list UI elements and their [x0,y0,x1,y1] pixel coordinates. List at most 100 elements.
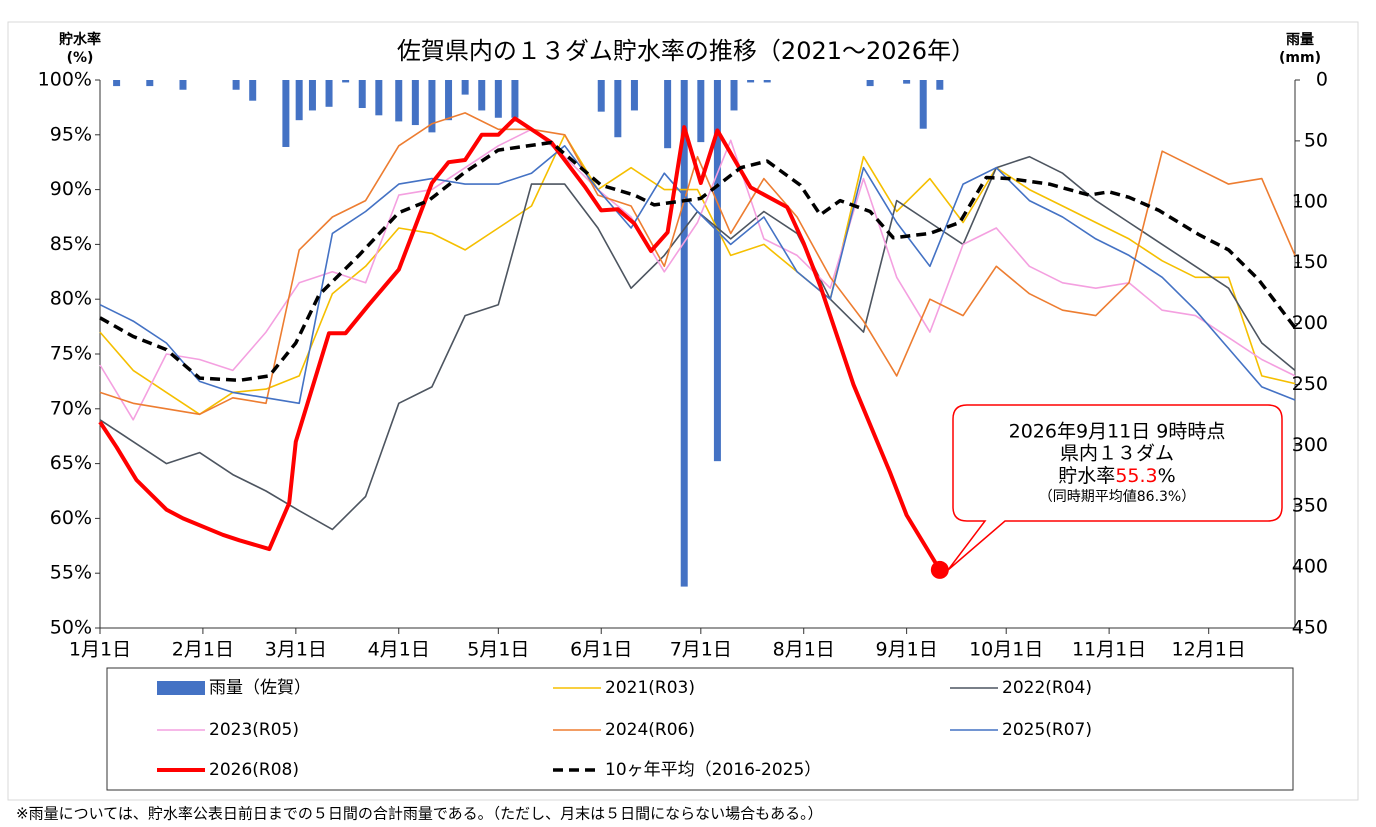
rate-label: 貯水率 [1058,465,1115,487]
x-tick-label: 3月1日 [265,639,327,661]
rain-bar [597,80,605,112]
y2-tick-label: 350 [1292,495,1328,517]
y-tick-label: 70% [50,397,92,419]
series-line [99,140,1297,383]
callout-label: 県内１３ダム [1060,443,1174,465]
legend-swatch [157,681,205,695]
x-tick-label: 1月1日 [69,639,131,661]
endpoint-marker [930,560,949,579]
rain-bar [342,80,350,83]
callout-rate: 貯水率55.3% [1058,465,1175,487]
legend-label: 2024(R06) [605,720,695,740]
y2-tick-label: 300 [1292,434,1328,456]
rain-bar [936,80,944,90]
rain-bar [411,80,419,126]
rain-bar [249,80,257,101]
rate-value: 55.3 [1115,465,1157,487]
chart-frame [7,21,1359,801]
rain-bar [511,80,519,118]
y-tick-label: 90% [50,178,92,200]
rain-bar [179,80,187,90]
y-tick-label: 100% [38,69,92,91]
rain-bar [747,80,755,83]
x-tick-label: 7月1日 [670,639,732,661]
y-tick-label: 55% [50,562,92,584]
callout-note: （同時期平均値86.3%） [1039,489,1195,505]
x-tick-label: 6月1日 [570,639,632,661]
rain-bar [232,80,240,90]
y-axis-label: 貯水率 [59,31,101,48]
rain-bar [113,80,121,87]
y2-tick-label: 0 [1316,69,1328,91]
rain-bar [730,80,738,111]
y2-axis-label: (mm) [1279,50,1321,66]
series-line [99,145,1296,405]
rain-bar [763,80,771,83]
legend-label: 2021(R03) [605,678,695,698]
series-line [99,128,1296,421]
rain-bar [282,80,290,147]
y2-tick-label: 450 [1292,617,1328,639]
y-tick-label: 95% [50,123,92,145]
legend-label: 2026(R08) [209,760,299,780]
y2-tick-label: 150 [1292,251,1328,273]
legend-label: 雨量（佐賀） [209,678,311,698]
y-tick-label: 60% [50,507,92,529]
y2-tick-label: 400 [1292,556,1328,578]
legend-label: 2022(R04) [1002,678,1092,698]
x-tick-label: 4月1日 [368,639,430,661]
rain-bar [478,80,486,111]
rain-bar [395,80,403,122]
rain-bar [614,80,622,138]
plot: 50% 55% 60% 65% 70% 75% 80% 85% 90% 95% 100% 0 50 100… [38,69,1328,661]
y-axis-label: (%) [67,50,94,66]
rain-bar [903,80,911,84]
rain-bar [325,80,333,107]
rain-bar [146,80,154,87]
rain-bar [428,80,436,133]
legend-label: 2023(R05) [209,720,299,740]
rain-bar [680,80,688,587]
x-tick-label: 12月1日 [1172,639,1246,661]
rain-bar [713,80,721,462]
x-tick-label: 5月1日 [467,639,529,661]
rain-bar [697,80,705,143]
x-tick-label: 8月1日 [773,639,835,661]
rain-bar [308,80,316,111]
rain-bar [919,80,927,129]
footnote: ※雨量については、貯水率公表日前日までの５日間の合計雨量である。（ただし、月末は… [16,805,823,823]
callout-date: 2026年9月11日 9時時点 [1009,421,1226,443]
rain-bar [445,80,453,121]
y2-axis-label: 雨量 [1286,32,1314,48]
y2-tick-label: 200 [1292,312,1328,334]
x-tick-label: 2月1日 [172,639,234,661]
y2-tick-label: 50 [1304,129,1328,151]
rate-unit: % [1158,465,1176,487]
rain-bar [494,80,502,118]
y-tick-label: 80% [50,288,92,310]
callout-box [947,404,1283,571]
chart-title: 佐賀県内の１３ダム貯水率の推移（2021～2026年） [397,37,975,65]
series-line [99,112,1296,416]
legend-label: 2025(R07) [1002,720,1092,740]
rain-bar [375,80,383,116]
y-tick-label: 50% [50,617,92,639]
rain-bar [358,80,366,109]
legend-box [106,667,1294,791]
rain-bar [664,80,672,149]
y2-tick-label: 100 [1292,190,1328,212]
x-tick-label: 9月1日 [876,639,938,661]
x-tick-label: 11月1日 [1072,639,1146,661]
y2-tick-label: 250 [1292,373,1328,395]
rain-bar [461,80,469,95]
rain-bar [866,80,874,87]
y-tick-label: 85% [50,233,92,255]
legend-label: 10ヶ年平均（2016-2025） [605,760,821,780]
series-line [98,116,942,571]
y-tick-label: 65% [50,452,92,474]
rain-bar [630,80,638,111]
y-tick-label: 75% [50,343,92,365]
x-tick-label: 10月1日 [969,639,1043,661]
rain-bar [295,80,303,121]
